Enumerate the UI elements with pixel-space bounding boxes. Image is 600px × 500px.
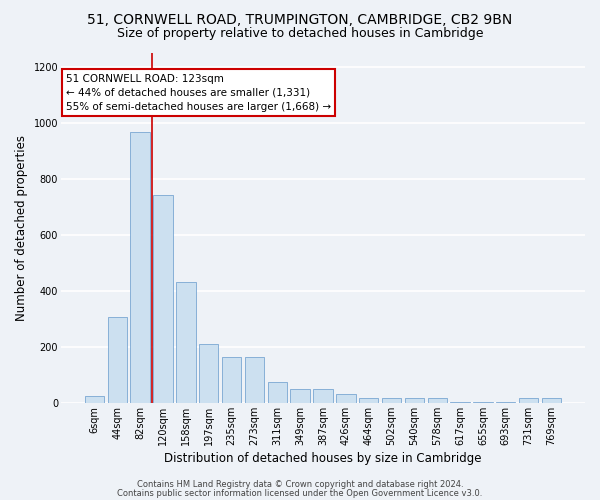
Bar (245, 356, 264, 403)
Text: 51 CORNWELL ROAD: 123sqm
← 44% of detached houses are smaller (1,331)
55% of sem: 51 CORNWELL ROAD: 123sqm ← 44% of detach… (66, 74, 331, 112)
Bar (496, 402, 515, 403)
Bar (542, 398, 561, 403)
Bar (130, 132, 150, 403)
Bar (428, 398, 447, 403)
Bar (268, 382, 287, 403)
Bar (382, 398, 401, 403)
Text: Contains HM Land Registry data © Crown copyright and database right 2024.: Contains HM Land Registry data © Crown c… (137, 480, 463, 489)
Bar (290, 390, 310, 403)
Y-axis label: Number of detached properties: Number of detached properties (15, 134, 28, 320)
Bar (473, 402, 493, 403)
Bar (336, 394, 356, 403)
Bar (85, 396, 104, 403)
Bar (359, 398, 379, 403)
Bar (154, 196, 173, 403)
Bar (222, 356, 241, 403)
Bar (404, 398, 424, 403)
Bar (107, 318, 127, 403)
Text: Size of property relative to detached houses in Cambridge: Size of property relative to detached ho… (117, 28, 483, 40)
Bar (519, 398, 538, 403)
Bar (176, 282, 196, 403)
Text: Contains public sector information licensed under the Open Government Licence v3: Contains public sector information licen… (118, 488, 482, 498)
Bar (199, 344, 218, 403)
X-axis label: Distribution of detached houses by size in Cambridge: Distribution of detached houses by size … (164, 452, 482, 465)
Bar (451, 402, 470, 403)
Text: 51, CORNWELL ROAD, TRUMPINGTON, CAMBRIDGE, CB2 9BN: 51, CORNWELL ROAD, TRUMPINGTON, CAMBRIDG… (88, 12, 512, 26)
Bar (313, 390, 332, 403)
